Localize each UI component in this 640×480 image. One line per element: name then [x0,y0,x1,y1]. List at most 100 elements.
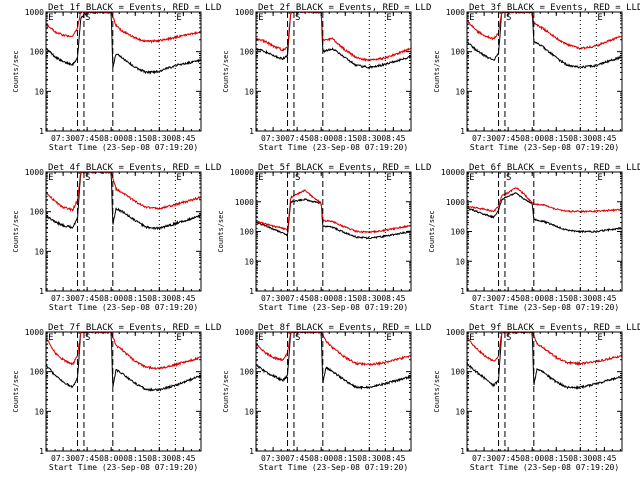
lld-series-line [46,12,201,44]
x-tick-label: 08:00 [309,294,333,303]
y-axis-label: Counts/sec [222,50,230,92]
lld-series-line [46,332,201,371]
lld-series-line [467,187,622,214]
interval-marker-label: E [176,333,181,343]
x-tick-label: 08:15 [123,294,147,303]
y-tick-label: 10 [244,407,254,416]
x-tick-label: 08:15 [544,294,568,303]
plot-frame [466,331,623,452]
panel-title: Det 9f BLACK = Events, RED = LLD [469,323,640,333]
events-series-line [467,12,622,69]
y-tick-label: 1 [39,287,44,296]
x-tick-label: 08:15 [544,134,568,143]
x-axis-label: Start Time (23-Sep-08 07:19:20) [259,143,408,152]
interval-marker-label: E [176,173,181,183]
interval-marker-label: E [258,13,263,23]
panel-title: Det 3f BLACK = Events, RED = LLD [469,3,640,13]
y-tick-label: 10000 [230,168,254,177]
y-tick-label: 1 [460,447,465,456]
x-tick-label: 08:15 [333,454,357,463]
interval-marker-label: E [386,333,391,343]
y-tick-label: 10 [244,257,254,266]
panel-title: Det 7f BLACK = Events, RED = LLD [48,323,221,333]
y-tick-label: 1000 [25,8,44,17]
x-tick-label: 07:45 [285,454,309,463]
interval-marker-label: E [258,333,263,343]
plot-frame [255,331,412,452]
x-tick-label: 07:45 [75,294,99,303]
x-tick-label: 08:30 [357,454,381,463]
y-axis-label: Counts/sec [12,50,20,92]
y-tick-label: 100 [30,208,45,217]
events-series-line [467,332,622,390]
y-axis-label: Counts/sec [433,370,441,412]
interval-marker-label: E [386,173,391,183]
interval-marker-label: S [85,13,90,23]
y-tick-label: 1000 [446,328,465,337]
x-tick-label: 08:00 [99,134,123,143]
plot-frame [45,171,202,292]
interval-marker-label: E [386,13,391,23]
x-tick-label: 07:30 [472,454,496,463]
interval-marker-label: E [597,13,602,23]
x-tick-label: 08:30 [357,294,381,303]
plot-frame [466,11,623,132]
interval-marker-label: S [295,13,300,23]
y-axis-label: Counts/sec [217,210,225,252]
x-tick-label: 07:45 [75,454,99,463]
x-tick-label: 08:45 [171,134,195,143]
y-tick-label: 1000 [235,8,254,17]
interval-marker-label: E [258,173,263,183]
y-axis-label: Counts/sec [222,370,230,412]
y-tick-label: 1 [249,447,254,456]
interval-marker-label: S [506,333,511,343]
y-tick-label: 1000 [446,198,465,207]
x-tick-label: 07:30 [472,294,496,303]
y-tick-label: 100 [240,48,255,57]
x-tick-label: 08:45 [592,294,616,303]
y-axis-label: Counts/sec [428,210,436,252]
x-tick-label: 08:15 [123,134,147,143]
x-tick-label: 08:30 [568,454,592,463]
x-tick-label: 07:30 [51,294,75,303]
x-tick-label: 08:00 [99,454,123,463]
y-tick-label: 1 [249,127,254,136]
x-tick-label: 07:45 [496,294,520,303]
x-axis-label: Start Time (23-Sep-08 07:19:20) [259,303,408,312]
y-tick-label: 100 [240,368,255,377]
x-tick-label: 07:30 [261,294,285,303]
y-tick-label: 10 [34,247,44,256]
y-tick-label: 10 [34,407,44,416]
events-series-line [46,172,201,231]
interval-marker-label: S [85,173,90,183]
x-tick-label: 08:45 [381,454,405,463]
lld-series-line [46,172,201,212]
interval-marker-label: S [506,13,511,23]
events-series-line [46,332,201,392]
events-series-line [467,192,622,234]
events-series-line [256,197,411,240]
y-tick-label: 1000 [446,8,465,17]
interval-marker-label: E [597,173,602,183]
interval-marker-label: E [48,13,53,23]
x-tick-label: 08:00 [309,134,333,143]
y-tick-label: 1000 [235,328,254,337]
x-tick-label: 07:45 [285,294,309,303]
x-tick-label: 08:30 [357,134,381,143]
x-axis-label: Start Time (23-Sep-08 07:19:20) [470,463,619,472]
x-tick-label: 08:00 [99,294,123,303]
x-tick-label: 08:45 [171,294,195,303]
panel-title: Det 5f BLACK = Events, RED = LLD [258,163,431,173]
y-tick-label: 100 [30,368,45,377]
panel-title: Det 2f BLACK = Events, RED = LLD [258,3,431,13]
interval-marker-label: E [176,13,181,23]
y-tick-label: 1000 [25,328,44,337]
y-tick-label: 100 [451,228,466,237]
x-tick-label: 07:30 [51,454,75,463]
x-axis-label: Start Time (23-Sep-08 07:19:20) [470,303,619,312]
x-tick-label: 08:45 [381,294,405,303]
x-axis-label: Start Time (23-Sep-08 07:19:20) [259,463,408,472]
